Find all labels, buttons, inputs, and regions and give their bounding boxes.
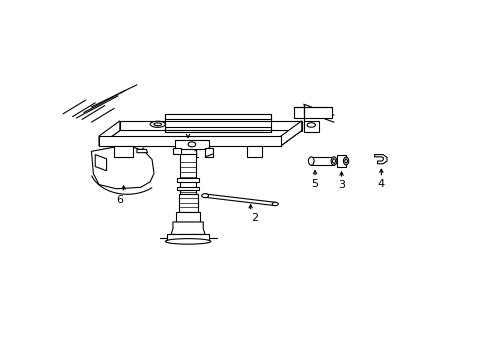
Polygon shape <box>177 177 198 182</box>
Ellipse shape <box>343 157 348 165</box>
Polygon shape <box>175 140 208 149</box>
Polygon shape <box>120 121 301 131</box>
Polygon shape <box>176 212 200 222</box>
Polygon shape <box>167 234 208 240</box>
Text: 1: 1 <box>193 150 200 159</box>
Text: 2: 2 <box>250 213 258 224</box>
Text: 4: 4 <box>377 179 384 189</box>
Ellipse shape <box>308 157 313 165</box>
Text: 6: 6 <box>117 195 123 205</box>
Polygon shape <box>246 146 262 157</box>
Polygon shape <box>280 121 301 146</box>
Polygon shape <box>205 148 212 157</box>
Polygon shape <box>137 149 147 153</box>
Polygon shape <box>173 148 181 154</box>
Polygon shape <box>178 194 197 212</box>
Polygon shape <box>99 136 280 146</box>
Polygon shape <box>95 155 106 171</box>
Polygon shape <box>311 157 333 165</box>
Polygon shape <box>180 154 196 194</box>
Ellipse shape <box>165 239 210 244</box>
Polygon shape <box>177 187 198 190</box>
Ellipse shape <box>150 121 165 127</box>
Polygon shape <box>374 155 386 164</box>
Ellipse shape <box>202 194 208 198</box>
Polygon shape <box>294 107 331 118</box>
Ellipse shape <box>188 142 195 147</box>
Ellipse shape <box>272 202 278 206</box>
Polygon shape <box>171 222 205 234</box>
Polygon shape <box>114 146 133 157</box>
Polygon shape <box>91 147 154 189</box>
Polygon shape <box>99 121 120 146</box>
Polygon shape <box>336 155 346 167</box>
Text: 3: 3 <box>337 180 345 190</box>
Ellipse shape <box>330 157 336 165</box>
Polygon shape <box>99 131 301 146</box>
Text: 5: 5 <box>311 179 318 189</box>
Ellipse shape <box>154 123 161 126</box>
Text: 1: 1 <box>197 141 204 151</box>
Ellipse shape <box>344 159 347 163</box>
Ellipse shape <box>306 123 315 127</box>
Ellipse shape <box>332 159 335 163</box>
Polygon shape <box>303 121 318 132</box>
